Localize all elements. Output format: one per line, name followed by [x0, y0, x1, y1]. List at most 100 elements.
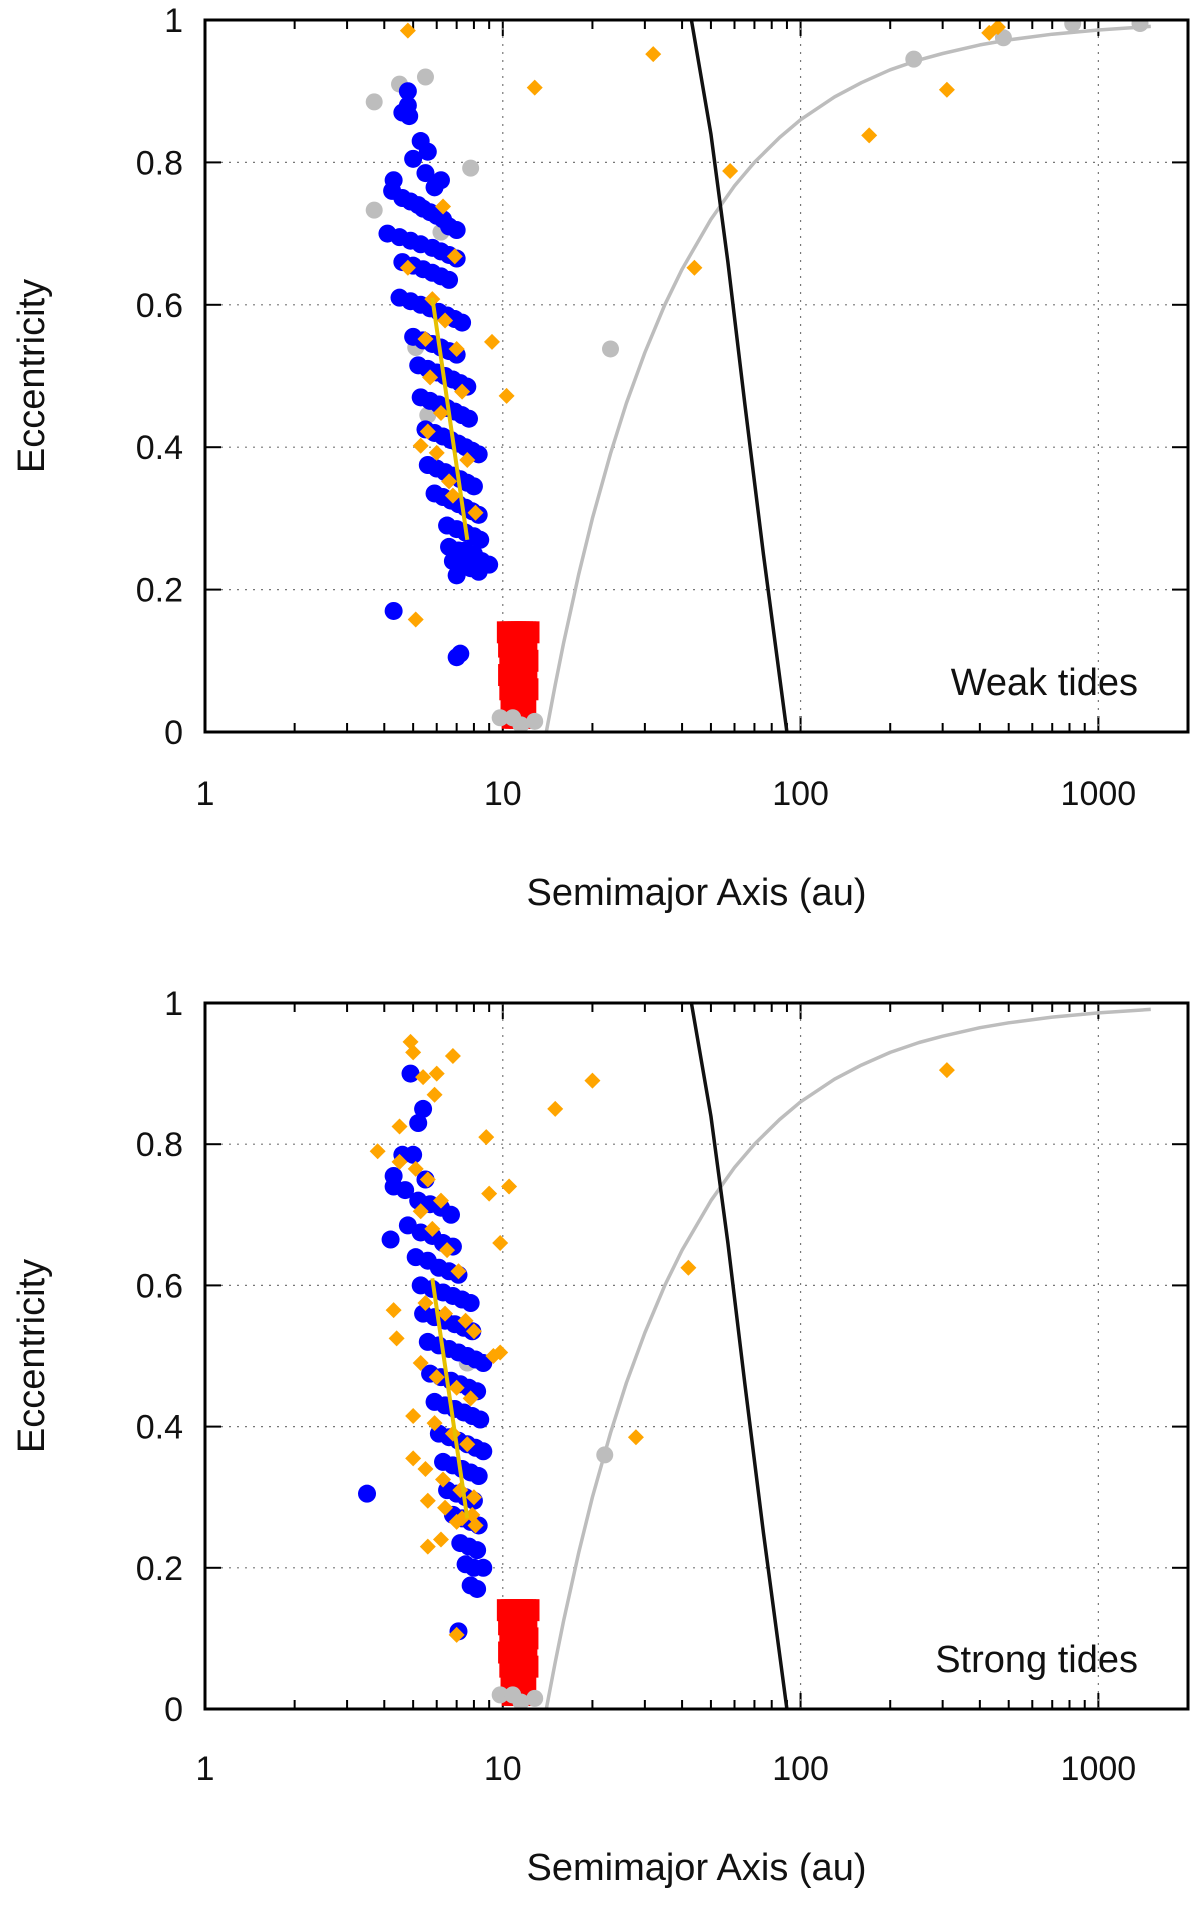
blue-point	[404, 149, 423, 168]
y-tick-label: 0.4	[136, 1409, 183, 1447]
blue-point	[440, 270, 459, 289]
blue-point	[471, 1410, 490, 1429]
orange-point	[419, 423, 436, 440]
orange-point	[405, 1044, 422, 1061]
panel-label: Strong tides	[935, 1639, 1138, 1681]
blue-point	[459, 409, 478, 428]
orange-point	[417, 330, 434, 347]
gray-point	[526, 1689, 544, 1707]
fit-line	[430, 1278, 470, 1519]
orange-point	[437, 1499, 454, 1516]
gray-point	[365, 93, 383, 111]
orange-point	[484, 333, 501, 350]
boundary-curve	[689, 1003, 789, 1709]
orange-point	[526, 79, 543, 96]
blue-point	[468, 1541, 487, 1560]
orange-point	[417, 1460, 434, 1477]
blue-point	[414, 1099, 433, 1118]
gray-point	[596, 1446, 614, 1464]
orange-point	[428, 444, 445, 461]
blue-point	[398, 82, 417, 101]
orange-point	[467, 504, 484, 521]
gray-point	[602, 340, 620, 358]
orange-point	[861, 127, 878, 144]
orange-point	[407, 1160, 424, 1177]
orange-point	[437, 1305, 454, 1322]
orange-point	[422, 369, 439, 386]
blue-point	[425, 178, 444, 197]
gray-point	[905, 50, 923, 68]
orange-point	[464, 1506, 481, 1523]
x-tick-label: 1000	[1061, 775, 1137, 813]
orange-point	[448, 1379, 465, 1396]
orange-point	[391, 1153, 408, 1170]
orange-point	[547, 1100, 564, 1117]
x-axis-label: Semimajor Axis (au)	[527, 872, 867, 914]
blue-point	[396, 1181, 415, 1200]
orange-point	[478, 1129, 495, 1146]
blue-point	[358, 1484, 377, 1503]
strong-tides-panel: 0 0.2 0.4 0.6 0.8 1 1 10 100 1000 Strong tides Semi…	[11, 985, 1190, 1889]
blue-point	[447, 221, 466, 240]
orange-point	[419, 1538, 436, 1555]
orange-point	[450, 1263, 467, 1280]
gray-point	[365, 201, 383, 219]
blue-point	[461, 1294, 480, 1313]
y-tick-label: 1	[164, 2, 183, 40]
gray-point	[491, 1686, 509, 1704]
orange-point	[412, 437, 429, 454]
y-tick-label: 0.8	[136, 1126, 183, 1164]
plot-frame	[203, 18, 1190, 734]
x-tick-label: 1	[196, 775, 215, 813]
orange-point	[938, 81, 955, 98]
orange-point	[448, 1626, 465, 1643]
orange-point	[584, 1072, 601, 1089]
orange-point	[989, 20, 1006, 36]
x-tick-label: 100	[772, 1750, 829, 1788]
y-axis-label: Eccentricity	[11, 1259, 53, 1453]
blue-point	[453, 313, 472, 332]
orange-point	[435, 198, 452, 215]
gray-point	[526, 712, 544, 730]
orange-point	[680, 1259, 697, 1276]
blue-point	[474, 1442, 493, 1461]
blue-point	[384, 601, 403, 620]
orange-point	[454, 383, 471, 400]
orange-point	[498, 387, 515, 404]
blue-point	[400, 107, 419, 126]
y-axis-label: Eccentricity	[11, 279, 53, 473]
orange-point	[459, 1436, 476, 1453]
blue-point	[469, 445, 488, 464]
blue-point	[464, 477, 483, 496]
orange-point	[426, 1086, 443, 1103]
orange-point	[424, 1220, 441, 1237]
orange-point	[428, 1065, 445, 1082]
blue-point	[480, 555, 499, 574]
y-tick-label: 0.6	[136, 287, 183, 325]
gray-point	[512, 1693, 530, 1709]
orange-point	[405, 1408, 422, 1425]
x-tick-label: 10	[484, 1750, 522, 1788]
blue-point	[409, 1114, 428, 1133]
orange-point	[419, 1492, 436, 1509]
y-tick-label: 1	[164, 985, 183, 1023]
blue-point	[381, 1230, 400, 1249]
orange-point	[444, 487, 461, 504]
y-tick-label: 0	[164, 1691, 183, 1729]
y-tick-label: 0	[164, 714, 183, 752]
orange-point	[462, 1390, 479, 1407]
orange-point	[444, 1047, 461, 1064]
orange-point	[501, 1178, 518, 1195]
orange-point	[428, 1369, 445, 1386]
y-tick-label: 0.6	[136, 1267, 183, 1305]
orange-point	[981, 24, 998, 41]
x-tick-label: 1000	[1061, 1750, 1137, 1788]
orange-point	[405, 1450, 422, 1467]
orange-point	[385, 1302, 402, 1319]
blue-point	[441, 1205, 460, 1224]
gray-point	[1064, 20, 1082, 33]
orange-point	[448, 1513, 465, 1530]
blue-point	[469, 1467, 488, 1486]
plot-area	[365, 20, 1151, 732]
orange-point	[399, 259, 416, 276]
